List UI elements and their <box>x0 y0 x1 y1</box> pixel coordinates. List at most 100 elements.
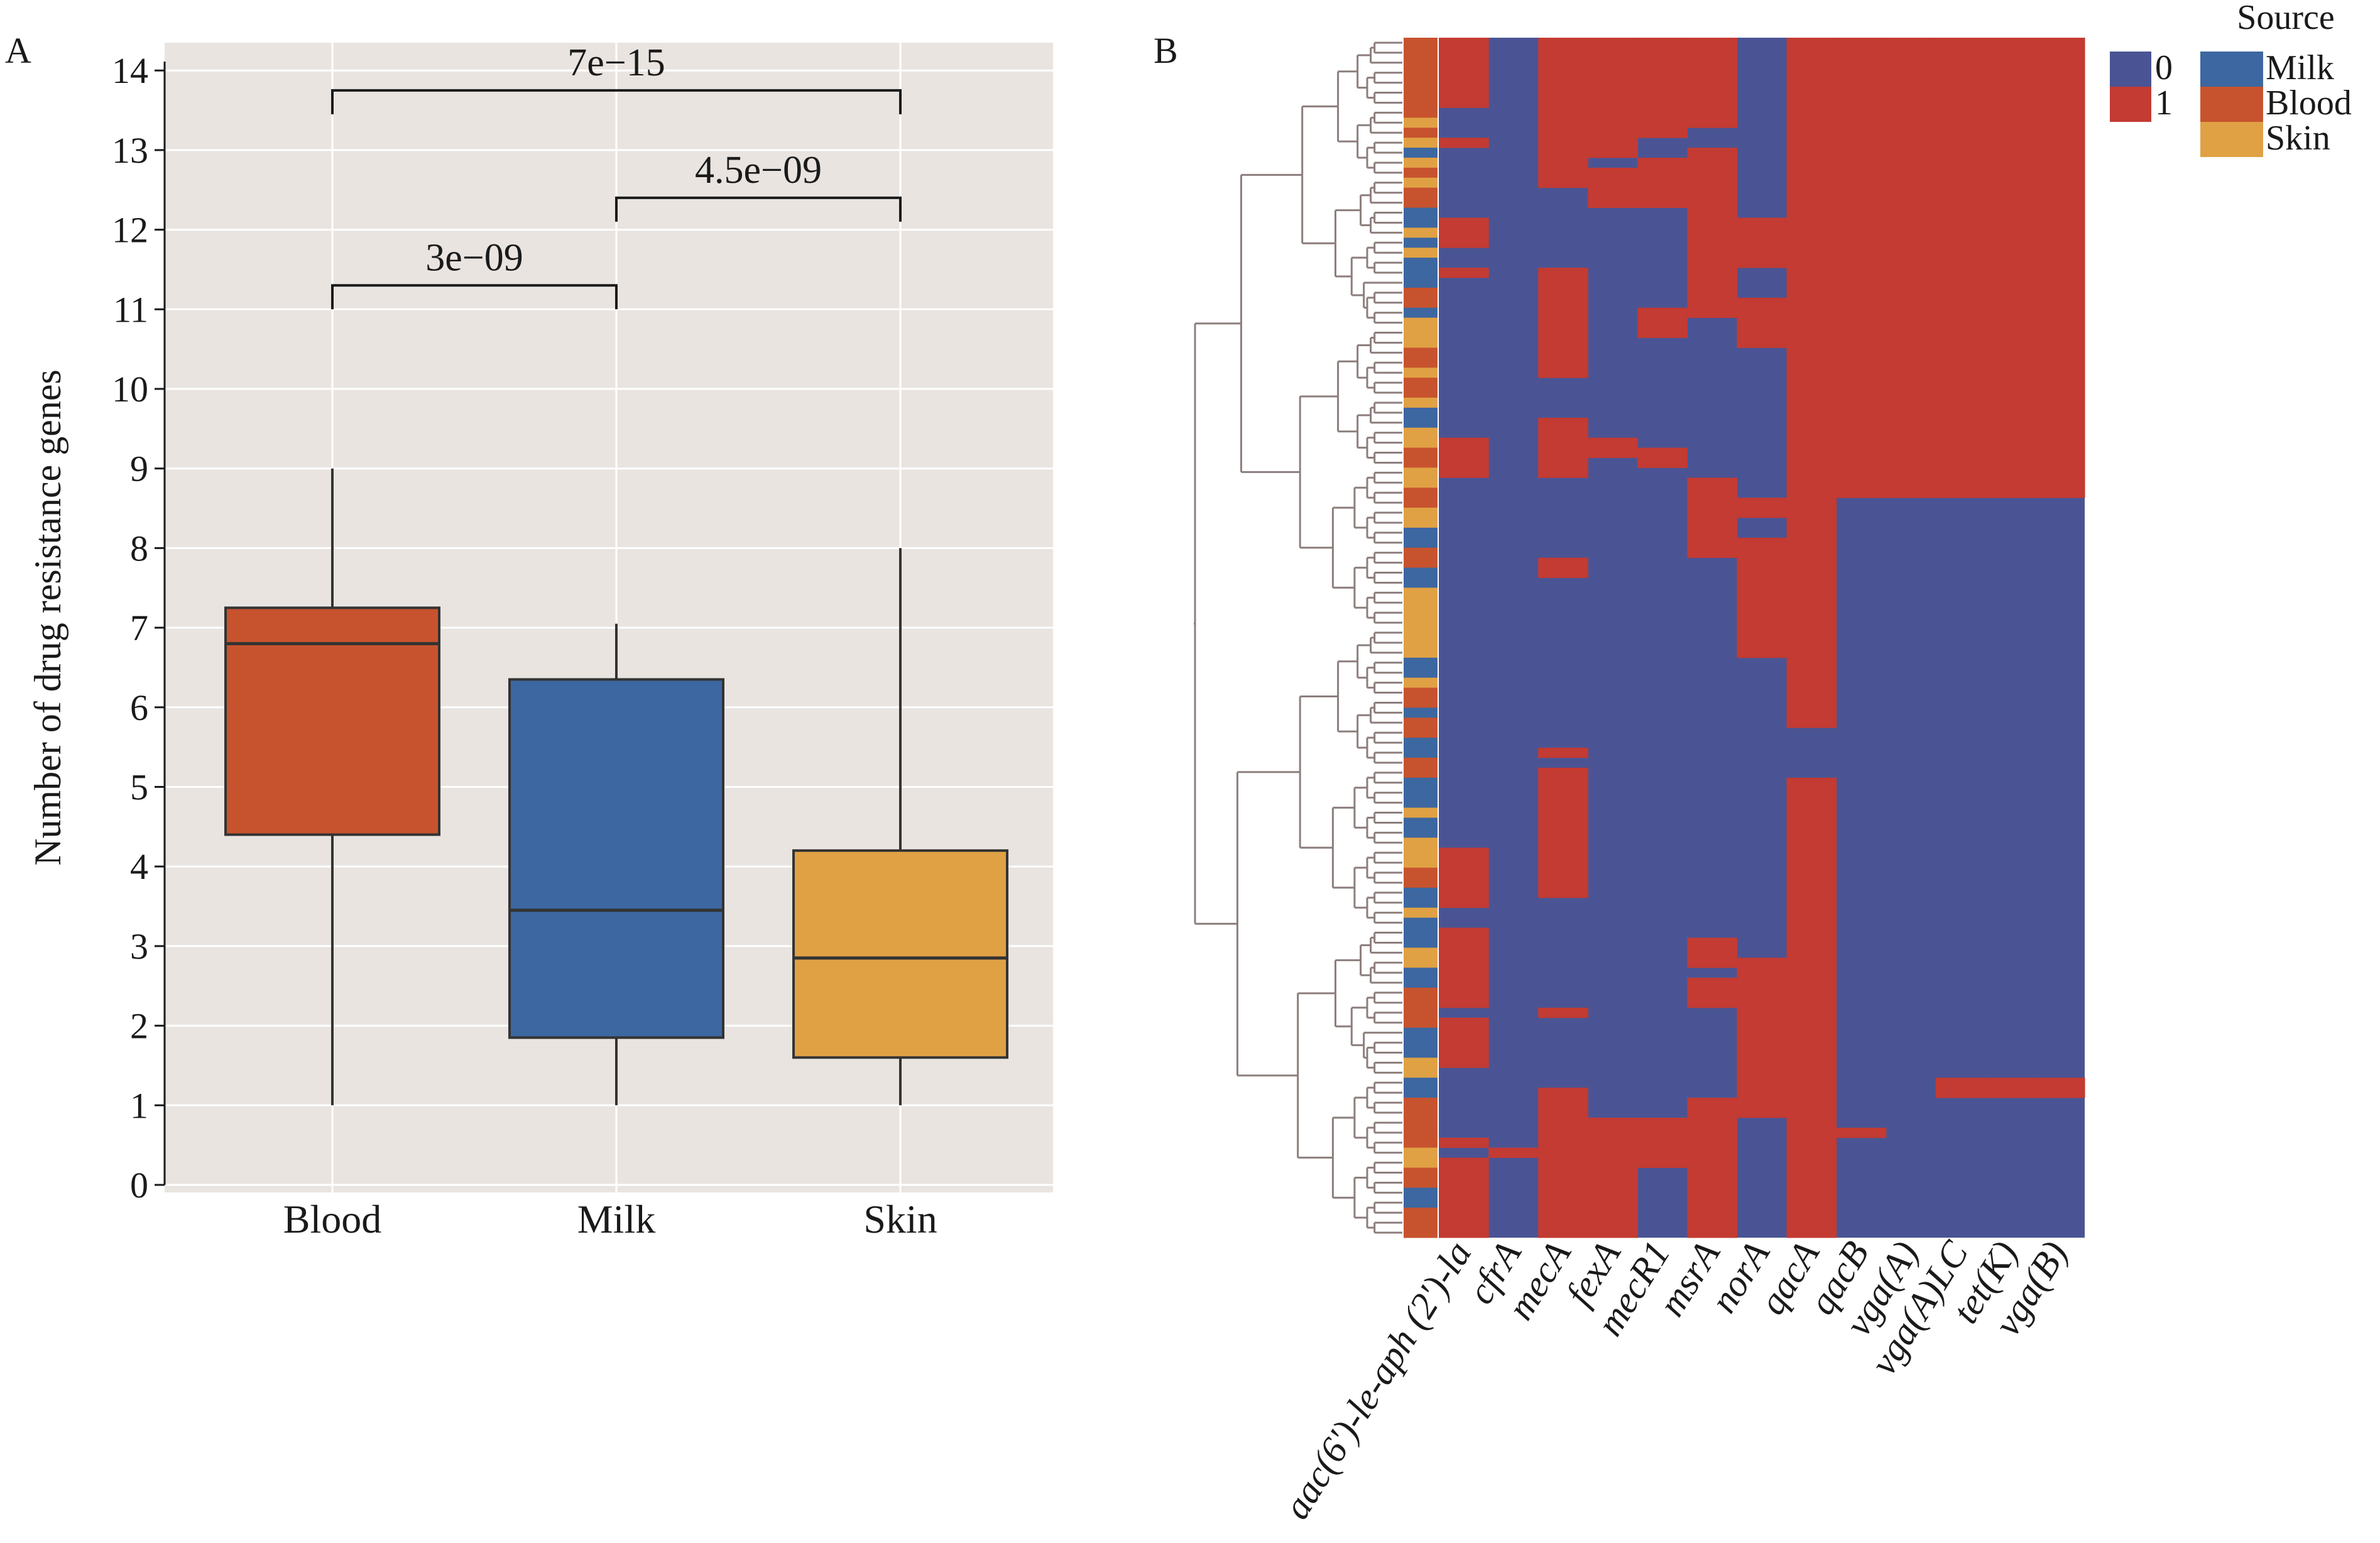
source-band-skin <box>1404 177 1438 188</box>
cell-present-qaca <box>1786 38 1837 728</box>
y-tick-label-6: 6 <box>130 687 148 728</box>
cell-present-msra <box>1687 937 1738 968</box>
panel-b-heatmap: B aac(6')-le-aph (2')-lacfrAmecAfexAmecR… <box>1154 0 2352 1526</box>
cell-present-aac-6-le-aph-2-la <box>1439 268 1489 278</box>
source-band-skin <box>1404 227 1438 238</box>
p-value-label: 3e−09 <box>425 236 523 279</box>
source-band-blood <box>1404 758 1438 778</box>
cell-present-aac-6-le-aph-2-la <box>1439 848 1489 908</box>
cell-present-aac-6-le-aph-2-la <box>1439 217 1489 248</box>
source-band-milk <box>1404 527 1438 548</box>
source-band-milk <box>1404 307 1438 319</box>
legend-label-skin: Skin <box>2266 119 2330 158</box>
y-tick-label-12: 12 <box>112 210 148 251</box>
source-band-blood <box>1404 717 1438 738</box>
source-band-milk <box>1404 968 1438 988</box>
cell-present-meca <box>1538 748 1588 758</box>
source-band-skin <box>1404 1147 1438 1168</box>
cell-present-aac-6-le-aph-2-la <box>1439 1157 1489 1238</box>
y-tick-label-13: 13 <box>112 130 148 171</box>
box-body-skin <box>792 849 1008 1059</box>
row-dendrogram <box>1194 41 1402 1234</box>
source-band-blood <box>1404 347 1438 368</box>
cell-present-msra <box>1687 477 1738 559</box>
source-band-skin <box>1404 248 1438 258</box>
source-band-skin <box>1404 427 1438 448</box>
gene-label-aac-6-le-aph-2-la: aac(6')-le-aph (2')-la <box>1275 1234 1480 1526</box>
cell-present-fexa <box>1588 167 1638 208</box>
legend-swatch-value-0 <box>2110 52 2151 87</box>
source-band-milk <box>1404 657 1438 679</box>
legend-swatch-blood <box>2200 87 2263 122</box>
source-band-skin <box>1404 398 1438 408</box>
cell-present-meca <box>1538 1007 1588 1018</box>
cell-present-mecr1 <box>1637 307 1688 338</box>
y-tick-label-2: 2 <box>130 1006 148 1047</box>
cell-present-qacb <box>1836 1127 1887 1138</box>
box-milk <box>508 623 724 1106</box>
cell-present-nora <box>1737 537 1788 658</box>
source-band-skin <box>1404 807 1438 818</box>
source-band-blood <box>1404 128 1438 138</box>
source-band-skin <box>1404 317 1438 348</box>
source-band-blood <box>1404 1208 1438 1238</box>
cell-present-vga-b- <box>2034 38 2085 498</box>
cell-present-nora <box>1737 297 1788 348</box>
source-band-milk <box>1404 148 1438 158</box>
cell-present-fexa <box>1588 437 1638 458</box>
cell-present-nora <box>1737 217 1788 268</box>
bracket-line <box>615 196 902 222</box>
source-band-blood <box>1404 1098 1438 1148</box>
source-band-milk <box>1404 777 1438 808</box>
cell-present-aac-6-le-aph-2-la <box>1439 1137 1489 1148</box>
cell-present-meca <box>1538 767 1588 898</box>
source-band-blood <box>1404 447 1438 468</box>
legend-swatch-milk <box>2200 52 2263 87</box>
bracket-milk-skin: 4.5e−09 <box>615 149 902 222</box>
cell-present-nora <box>1737 957 1788 1028</box>
cell-present-aac-6-le-aph-2-la <box>1439 1017 1489 1068</box>
cell-present-aac-6-le-aph-2-la <box>1439 138 1489 148</box>
cell-present-tet-k- <box>1985 1077 2036 1098</box>
bracket-line <box>331 284 618 310</box>
source-band-milk <box>1404 738 1438 758</box>
cell-present-tet-k- <box>1985 38 2036 498</box>
cell-present-meca <box>1538 1088 1588 1238</box>
source-band-milk <box>1404 1187 1438 1208</box>
y-tick-label-14: 14 <box>112 50 148 91</box>
bracket-line <box>331 89 902 114</box>
x-tick-label-milk: Milk <box>577 1197 655 1241</box>
source-band-blood <box>1404 868 1438 888</box>
source-band-milk <box>1404 917 1438 948</box>
cell-present-meca <box>1538 268 1588 378</box>
cell-present-vga-a-lc <box>1935 38 1986 498</box>
bracket-blood-milk: 3e−09 <box>331 236 618 310</box>
legend-source-title: Source <box>2237 0 2335 37</box>
cell-present-msra <box>1687 1098 1738 1238</box>
box-body-blood <box>224 606 440 836</box>
y-tick-label-10: 10 <box>112 369 148 410</box>
source-band-milk <box>1404 817 1438 838</box>
source-band-blood <box>1404 547 1438 568</box>
legend-label-milk: Milk <box>2266 48 2334 87</box>
cell-present-msra <box>1687 978 1738 1008</box>
source-band-blood <box>1404 378 1438 398</box>
cell-present-vga-a-lc <box>1935 1077 1986 1098</box>
source-band-milk <box>1404 407 1438 428</box>
cell-present-fexa <box>1588 1118 1638 1238</box>
box-skin <box>792 548 1008 1106</box>
source-band-blood <box>1404 488 1438 508</box>
box-body-milk <box>508 678 724 1039</box>
significance-brackets: 3e−09 4.5e−09 7e−15 <box>331 41 902 310</box>
cell-present-nora <box>1737 1027 1788 1118</box>
legend-label-value-0: 0 <box>2155 48 2173 87</box>
panel-a-label: A <box>5 30 31 71</box>
cell-present-mecr1 <box>1637 158 1688 208</box>
y-tick-label-8: 8 <box>130 528 148 569</box>
box-blood <box>224 468 440 1106</box>
bracket-blood-skin: 7e−15 <box>331 41 902 114</box>
source-band-milk <box>1404 258 1438 288</box>
source-band-skin <box>1404 158 1438 168</box>
cell-present-meca <box>1538 38 1588 188</box>
source-band-blood <box>1404 287 1438 308</box>
